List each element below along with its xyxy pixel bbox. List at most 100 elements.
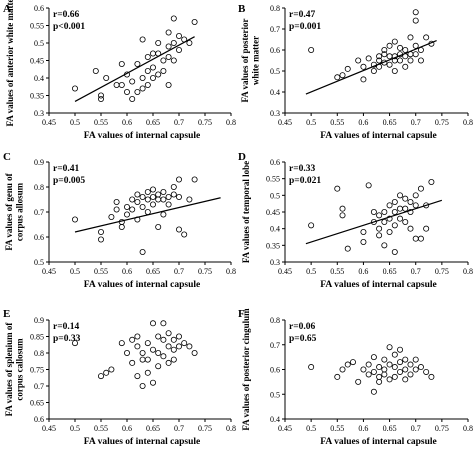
data-point xyxy=(124,349,131,356)
data-point xyxy=(360,63,367,70)
y-axis-label: FA values of temporal lobe xyxy=(241,161,251,263)
data-point xyxy=(92,68,99,75)
data-point xyxy=(98,96,105,103)
data-point xyxy=(397,44,404,51)
data-point xyxy=(360,366,367,373)
data-point xyxy=(144,356,151,363)
y-axis-label: FA values of posteriorwhite matter xyxy=(240,18,260,102)
data-point xyxy=(391,351,398,358)
data-point xyxy=(160,353,167,360)
data-point xyxy=(376,373,383,380)
data-point xyxy=(412,192,419,199)
x-tick-label: 0.8 xyxy=(463,267,473,276)
data-point xyxy=(397,215,404,222)
data-point xyxy=(139,349,146,356)
x-tick-label: 0.45 xyxy=(42,118,56,127)
data-point xyxy=(397,57,404,64)
data-point xyxy=(376,212,383,219)
data-point xyxy=(155,349,162,356)
data-point xyxy=(113,206,120,213)
y-tick-label: 0.6 xyxy=(34,233,44,242)
data-point xyxy=(181,340,188,347)
data-point xyxy=(334,74,341,81)
y-tick-label: 0.4 xyxy=(34,74,44,83)
data-point xyxy=(124,89,131,96)
x-tick-label: 0.7 xyxy=(174,267,184,276)
p-value: p=0.005 xyxy=(53,176,85,186)
data-point xyxy=(423,368,430,375)
data-point xyxy=(149,186,156,193)
x-tick-label: 0.6 xyxy=(358,424,368,433)
data-point xyxy=(407,361,414,368)
data-point xyxy=(134,191,141,198)
y-tick-label: 0.8 xyxy=(34,183,44,192)
x-tick-label: 0.5 xyxy=(70,267,80,276)
data-point xyxy=(376,57,383,64)
data-point xyxy=(139,85,146,92)
y-tick-label: 0.5 xyxy=(34,39,44,48)
data-point xyxy=(165,330,172,337)
data-point xyxy=(72,216,79,223)
data-point xyxy=(103,369,110,376)
data-point xyxy=(144,188,151,195)
data-point xyxy=(370,68,377,75)
data-point xyxy=(349,359,356,366)
y-tick-label: 0.8 xyxy=(270,4,280,13)
x-tick-label: 0.6 xyxy=(122,118,132,127)
x-tick-label: 0.45 xyxy=(42,424,56,433)
data-point xyxy=(412,17,419,24)
x-tick-label: 0.75 xyxy=(198,424,212,433)
data-point xyxy=(139,382,146,389)
data-point xyxy=(175,343,182,350)
panel-letter: C xyxy=(3,151,11,163)
data-point xyxy=(412,356,419,363)
x-axis-label: FA values of internal capsule xyxy=(84,437,200,447)
data-point xyxy=(170,40,177,47)
data-point xyxy=(365,182,372,189)
data-point xyxy=(165,54,172,61)
data-point xyxy=(175,226,182,233)
r-value: r=0.41 xyxy=(53,164,80,174)
panel-letter: A xyxy=(3,3,11,15)
y-tick-label: 0.85 xyxy=(30,333,44,342)
panel-letter: D xyxy=(238,151,246,163)
data-point xyxy=(113,198,120,205)
data-point xyxy=(144,68,151,75)
y-tick-label: 0.5 xyxy=(34,258,44,267)
data-point xyxy=(134,89,141,96)
data-point xyxy=(381,208,388,215)
data-point xyxy=(175,333,182,340)
x-tick-label: 0.5 xyxy=(306,267,316,276)
data-point xyxy=(149,75,156,82)
data-point xyxy=(118,61,125,68)
data-point xyxy=(160,57,167,64)
data-point xyxy=(191,176,198,183)
data-point xyxy=(407,34,414,41)
data-point xyxy=(98,92,105,99)
data-point xyxy=(98,236,105,243)
y-axis-label: FA values of anterior white matter xyxy=(5,0,15,126)
data-point xyxy=(386,344,393,351)
data-point xyxy=(139,203,146,210)
data-point xyxy=(381,371,388,378)
data-point xyxy=(391,38,398,45)
data-point xyxy=(155,40,162,47)
data-point xyxy=(402,218,409,225)
data-point xyxy=(113,82,120,89)
data-point xyxy=(365,371,372,378)
x-axis-label: FA values of internal capsule xyxy=(84,280,200,290)
data-point xyxy=(155,71,162,78)
data-point xyxy=(134,198,141,205)
data-point xyxy=(386,61,393,68)
data-point xyxy=(391,364,398,371)
y-axis-label: FA values of posterior cingulum xyxy=(241,308,251,431)
data-point xyxy=(381,366,388,373)
x-tick-label: 0.65 xyxy=(146,424,160,433)
data-point xyxy=(397,368,404,375)
data-point xyxy=(386,215,393,222)
data-point xyxy=(129,78,136,85)
x-tick-label: 0.75 xyxy=(435,118,449,127)
data-point xyxy=(155,363,162,370)
x-tick-label: 0.8 xyxy=(463,424,473,433)
data-point xyxy=(129,96,136,103)
